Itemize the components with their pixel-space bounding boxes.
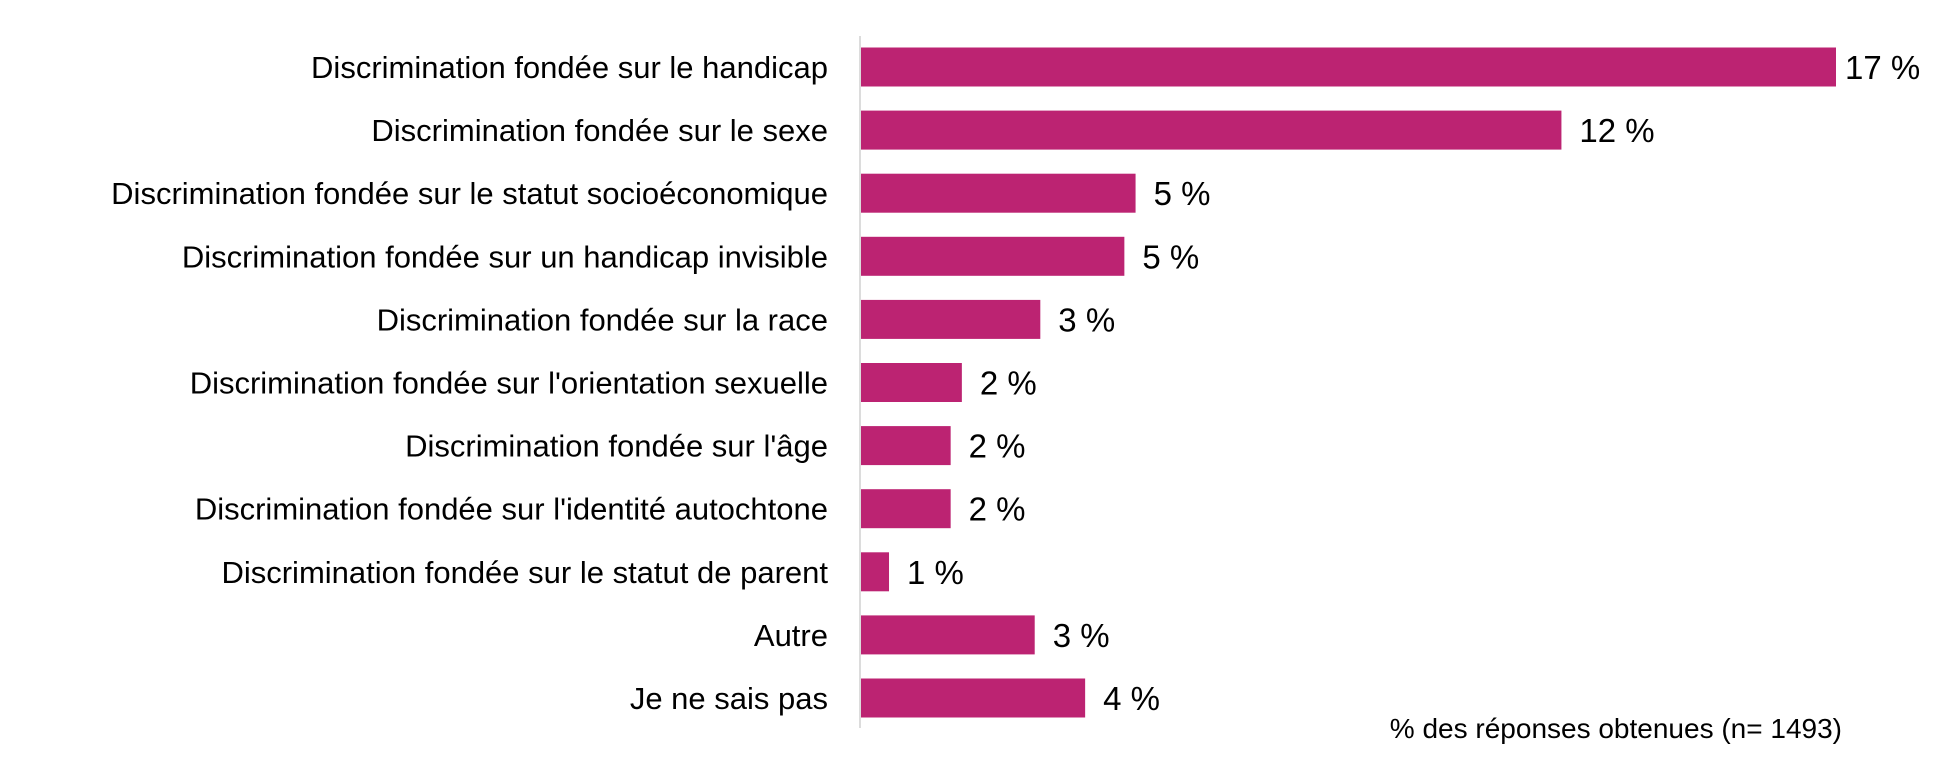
bar: [861, 236, 1125, 276]
value-label: 3 %: [1053, 617, 1110, 654]
value-label: 1 %: [907, 554, 964, 591]
value-label: 2 %: [980, 365, 1037, 402]
category-label: Discrimination fondée sur la race: [377, 302, 828, 337]
bars-group: Discrimination fondée sur le handicap 17 …: [111, 47, 1920, 718]
bar: [861, 489, 951, 529]
value-label: 2 %: [969, 491, 1026, 528]
category-label: Discrimination fondée sur l'identité aut…: [195, 492, 828, 527]
category-label: Discrimination fondée sur l'orientation …: [190, 366, 828, 401]
bar: [861, 426, 951, 466]
value-label: 12 %: [1579, 112, 1654, 149]
category-label: Discrimination fondée sur le statut de p…: [221, 555, 828, 590]
category-label: Discrimination fondée sur le sexe: [371, 113, 828, 148]
value-label: 2 %: [969, 428, 1026, 465]
bar: [861, 110, 1562, 150]
bar: [861, 615, 1035, 655]
category-label: Discrimination fondée sur l'âge: [405, 429, 828, 464]
value-label: 3 %: [1058, 301, 1115, 338]
bar: [861, 173, 1136, 213]
bar: [861, 363, 962, 402]
value-label: 4 %: [1103, 680, 1160, 717]
bar: [861, 678, 1086, 718]
category-label: Discrimination fondée sur le handicap: [311, 50, 828, 85]
bar: [861, 552, 890, 592]
category-label: Discrimination fondée sur un handicap in…: [182, 239, 828, 274]
value-label: 5 %: [1154, 175, 1211, 212]
value-label: 5 %: [1142, 238, 1199, 275]
value-label: 17 %: [1845, 49, 1920, 86]
bar: [861, 47, 1836, 87]
category-label: Autre: [754, 618, 828, 653]
category-label: Discrimination fondée sur le statut soci…: [111, 176, 828, 211]
category-label: Je ne sais pas: [630, 681, 828, 716]
bar: [861, 299, 1041, 339]
sample-note: % des réponses obtenues (n= 1493): [1390, 713, 1842, 744]
